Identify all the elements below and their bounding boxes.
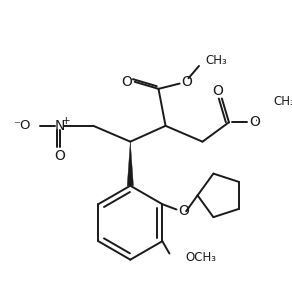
Text: N: N xyxy=(55,119,65,133)
Polygon shape xyxy=(127,142,133,186)
Text: +: + xyxy=(62,116,70,126)
Text: O: O xyxy=(212,83,223,98)
Text: O: O xyxy=(54,149,65,163)
Text: CH₃: CH₃ xyxy=(273,95,292,108)
Text: CH₃: CH₃ xyxy=(205,54,227,67)
Text: O: O xyxy=(121,75,132,89)
Text: O: O xyxy=(178,204,189,218)
Text: O: O xyxy=(249,115,260,129)
Text: OCH₃: OCH₃ xyxy=(185,250,216,264)
Text: ⁻O: ⁻O xyxy=(13,119,31,132)
Text: O: O xyxy=(181,75,192,89)
